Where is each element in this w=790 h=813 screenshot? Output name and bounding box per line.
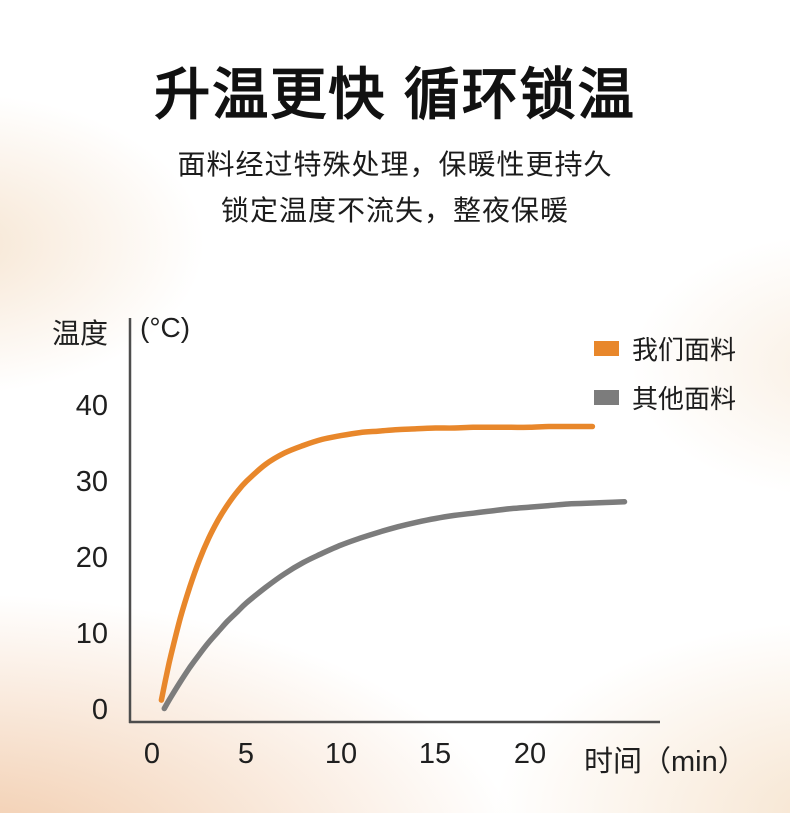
y-tick-label: 30	[75, 466, 108, 498]
other-fabric-swatch-icon	[594, 390, 619, 405]
temperature-chart: 温度 (°C) 40 30 20 10 0 0 5 10 15 20 时间（mi…	[0, 300, 790, 813]
y-axis-unit-label: (°C)	[140, 312, 191, 343]
legend-label: 我们面料	[632, 335, 737, 365]
x-axis-label: 时间（min）	[584, 746, 747, 778]
x-tick-label: 10	[324, 738, 358, 770]
y-tick-label: 0	[91, 694, 108, 726]
legend-label: 其他面料	[632, 384, 737, 414]
y-tick-label: 20	[75, 542, 108, 574]
y-axis-label: 温度	[52, 318, 109, 349]
plot-area	[128, 318, 660, 724]
x-tick-label: 20	[513, 738, 547, 770]
page-title: 升温更快 循环锁温	[154, 63, 636, 126]
other-fabric-curve	[161, 499, 628, 712]
our-fabric-swatch-icon	[594, 341, 619, 356]
subtitle-line-1: 面料经过特殊处理，保暖性更持久	[177, 149, 613, 180]
our-fabric-curve	[158, 423, 596, 703]
x-tick-label: 0	[143, 738, 161, 770]
legend-item-our-fabric: 我们面料	[594, 330, 736, 367]
legend: 我们面料 其他面料	[594, 330, 736, 428]
x-tick-label: 15	[418, 738, 452, 770]
x-tick-label: 5	[237, 738, 255, 770]
legend-item-other-fabric: 其他面料	[594, 379, 736, 416]
y-tick-label: 10	[75, 618, 108, 650]
subtitle-line-2: 锁定温度不流失，整夜保暖	[220, 195, 569, 226]
y-tick-label: 40	[75, 390, 108, 422]
